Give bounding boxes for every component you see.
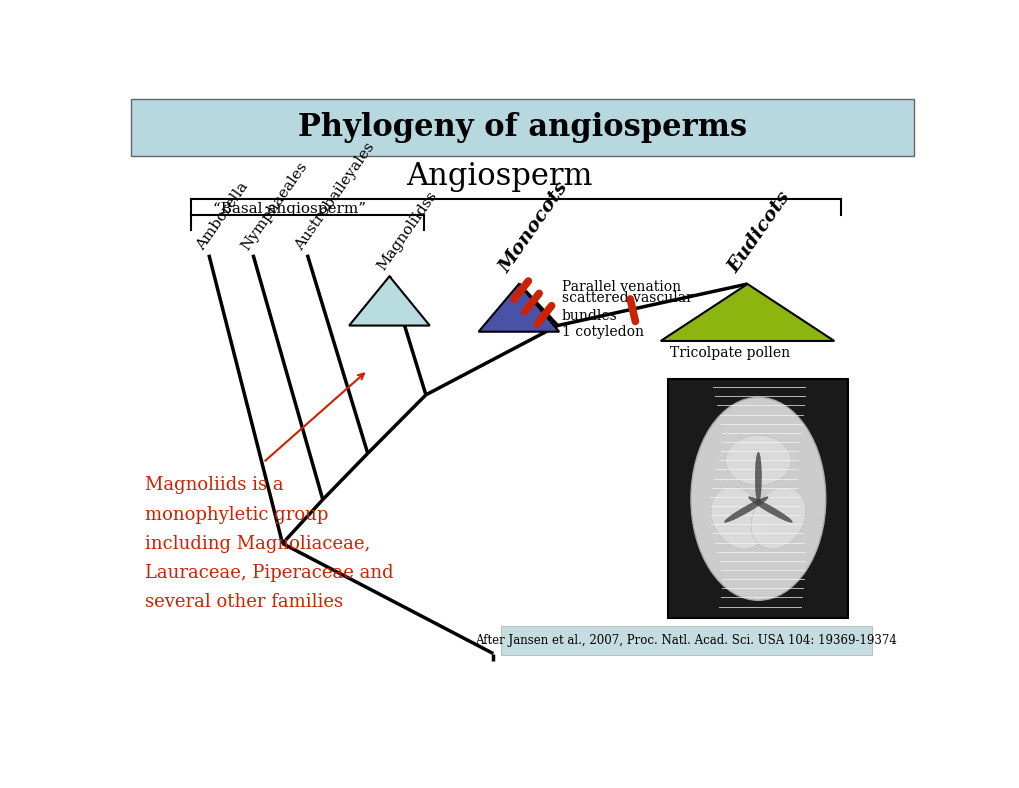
Text: Nymphaeales: Nymphaeales (238, 159, 310, 253)
Text: Eudicots: Eudicots (725, 188, 794, 277)
Text: Tricolpate pollen: Tricolpate pollen (669, 346, 790, 360)
Ellipse shape (723, 496, 767, 522)
Ellipse shape (710, 487, 765, 549)
Text: Monocots: Monocots (496, 179, 572, 277)
Text: 1 cotyledon: 1 cotyledon (560, 325, 643, 339)
Text: scattered vascular
bundles: scattered vascular bundles (560, 292, 692, 323)
Text: Phylogeny of angiosperms: Phylogeny of angiosperms (298, 112, 747, 143)
Ellipse shape (750, 487, 805, 549)
Text: Amborella: Amborella (194, 180, 251, 253)
Text: Parallel venation: Parallel venation (560, 280, 680, 294)
Polygon shape (478, 284, 558, 332)
Text: Austrobaileyales: Austrobaileyales (292, 140, 377, 253)
Bar (500, 626, 870, 655)
Text: Angiosperm: Angiosperm (406, 161, 592, 191)
Bar (667, 380, 848, 618)
Bar (131, 99, 913, 156)
Text: Magnoliidss: Magnoliidss (375, 189, 439, 273)
Ellipse shape (725, 435, 791, 485)
Ellipse shape (754, 452, 761, 502)
Ellipse shape (690, 397, 825, 600)
Polygon shape (348, 277, 429, 325)
Text: After Jansen et al., 2007, Proc. Natl. Acad. Sci. USA 104: 19369-19374: After Jansen et al., 2007, Proc. Natl. A… (475, 634, 897, 647)
Text: “Basal angiosperm”: “Basal angiosperm” (213, 202, 366, 216)
Polygon shape (660, 284, 834, 341)
Ellipse shape (748, 496, 792, 522)
Text: Magnoliids is a
monophyletic group
including Magnoliaceae,
Lauraceae, Piperaceae: Magnoliids is a monophyletic group inclu… (145, 477, 392, 611)
